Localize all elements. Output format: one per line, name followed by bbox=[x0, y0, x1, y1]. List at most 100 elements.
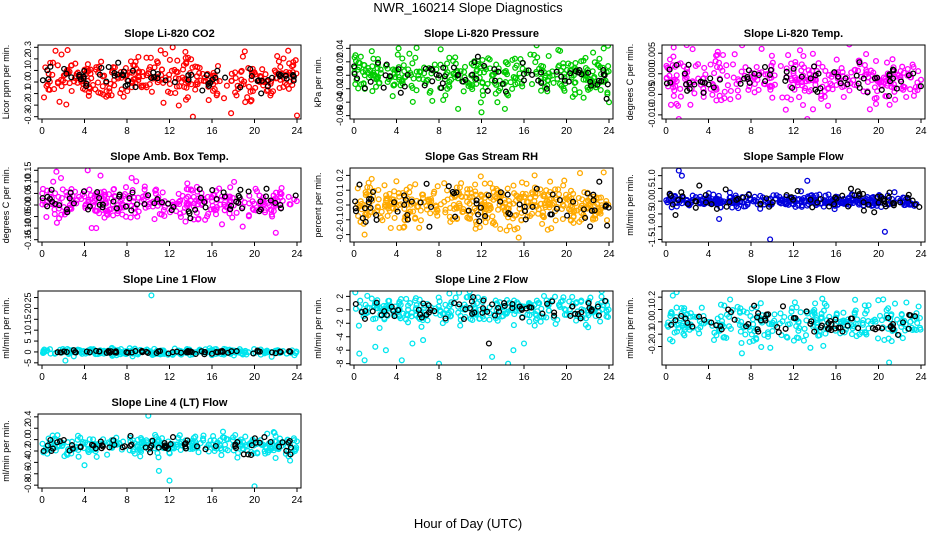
data-point bbox=[731, 316, 738, 323]
data-point bbox=[196, 64, 203, 71]
data-point bbox=[427, 210, 434, 217]
data-point bbox=[467, 186, 474, 193]
data-point bbox=[205, 82, 213, 89]
data-point bbox=[276, 443, 283, 450]
data-point bbox=[681, 72, 688, 79]
data-point bbox=[452, 294, 459, 301]
panel-title: Slope Line 2 Flow bbox=[435, 274, 528, 286]
data-point bbox=[510, 347, 517, 354]
data-point bbox=[897, 199, 904, 206]
data-point bbox=[373, 216, 380, 223]
data-point bbox=[220, 95, 228, 102]
data-point bbox=[673, 61, 680, 69]
data-point bbox=[172, 89, 179, 97]
data-point bbox=[668, 321, 675, 328]
data-point bbox=[801, 197, 808, 204]
data-point bbox=[894, 331, 902, 338]
data-point bbox=[445, 183, 452, 190]
data-point bbox=[237, 84, 244, 91]
data-point bbox=[871, 95, 878, 102]
data-point bbox=[362, 218, 369, 225]
data-point bbox=[719, 51, 727, 59]
data-point bbox=[96, 194, 103, 202]
x-tick-label: 8 bbox=[124, 495, 130, 506]
data-point bbox=[248, 451, 255, 459]
data-point bbox=[820, 342, 827, 349]
data-point bbox=[366, 195, 373, 203]
data-point bbox=[501, 302, 508, 309]
data-point bbox=[358, 81, 365, 88]
x-tick-label: 16 bbox=[830, 372, 842, 383]
data-point bbox=[367, 78, 374, 85]
data-point bbox=[103, 78, 110, 85]
data-point bbox=[460, 206, 467, 213]
data-point bbox=[915, 68, 922, 75]
data-point bbox=[785, 52, 792, 59]
data-point bbox=[513, 211, 520, 219]
data-point bbox=[370, 316, 377, 323]
data-point bbox=[217, 348, 224, 355]
data-point bbox=[182, 443, 189, 450]
x-tick-label: 20 bbox=[561, 126, 573, 137]
data-point bbox=[763, 311, 770, 318]
panel-title: Slope Line 3 Flow bbox=[747, 274, 840, 286]
x-tick-label: 24 bbox=[915, 126, 927, 137]
data-point bbox=[173, 441, 180, 448]
data-point bbox=[905, 325, 912, 332]
x-tick-label: 16 bbox=[518, 372, 530, 383]
data-point bbox=[250, 350, 257, 357]
data-point bbox=[214, 349, 221, 356]
data-point bbox=[472, 188, 479, 195]
data-point bbox=[472, 181, 479, 188]
data-point bbox=[45, 76, 52, 83]
data-point bbox=[94, 207, 101, 214]
data-point bbox=[286, 348, 293, 355]
data-point bbox=[844, 322, 851, 329]
data-point bbox=[738, 318, 745, 325]
data-point bbox=[552, 320, 559, 327]
data-point bbox=[909, 326, 916, 334]
data-point bbox=[56, 438, 64, 445]
data-point bbox=[885, 92, 893, 100]
data-point bbox=[244, 94, 251, 101]
data-point bbox=[691, 90, 698, 97]
data-point bbox=[834, 201, 841, 208]
data-point bbox=[874, 335, 882, 342]
data-point bbox=[509, 304, 516, 312]
data-point bbox=[399, 55, 406, 62]
data-point bbox=[572, 310, 579, 317]
data-point bbox=[260, 194, 267, 201]
data-point bbox=[456, 301, 463, 308]
data-point bbox=[544, 226, 551, 233]
y-tick-label: 10 bbox=[23, 325, 33, 335]
data-point bbox=[482, 213, 489, 220]
x-tick-label: 12 bbox=[476, 249, 488, 260]
data-point bbox=[74, 436, 81, 443]
data-point bbox=[503, 59, 510, 66]
data-point bbox=[596, 208, 603, 216]
data-point bbox=[60, 436, 67, 444]
data-point bbox=[512, 81, 519, 88]
data-point bbox=[861, 62, 868, 69]
data-point bbox=[247, 98, 254, 105]
data-point bbox=[452, 213, 459, 220]
data-point bbox=[264, 83, 271, 90]
data-point bbox=[499, 80, 506, 87]
data-point bbox=[848, 331, 856, 338]
data-point bbox=[797, 309, 804, 316]
data-point bbox=[812, 300, 819, 307]
y-tick-label: 0.00 bbox=[23, 196, 33, 214]
data-point bbox=[506, 223, 513, 230]
data-point bbox=[473, 67, 480, 75]
data-point bbox=[909, 61, 916, 68]
data-point bbox=[550, 79, 557, 86]
data-point bbox=[526, 318, 533, 325]
data-point bbox=[39, 201, 46, 208]
data-point bbox=[751, 80, 758, 88]
data-point bbox=[279, 439, 286, 446]
data-point bbox=[372, 343, 379, 350]
data-point bbox=[713, 97, 720, 104]
data-point bbox=[847, 185, 855, 192]
data-point bbox=[257, 206, 264, 213]
